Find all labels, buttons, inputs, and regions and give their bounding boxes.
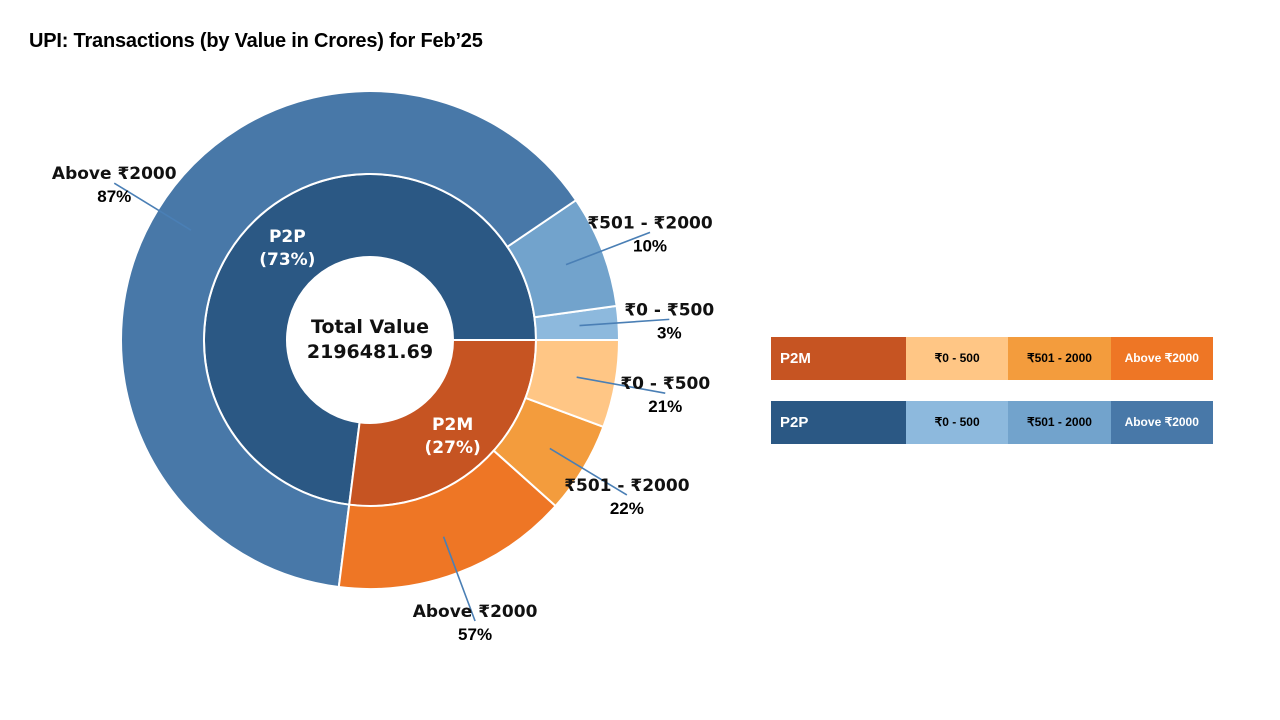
outer-p2p-2-pct: 87% <box>97 187 131 206</box>
inner-label-p2p: P2P <box>269 227 306 247</box>
outer-p2p-0-label: ₹0 - ₹500 <box>624 300 714 320</box>
outer-p2m-3-leader <box>442 536 476 622</box>
center-hole <box>287 257 453 423</box>
outer-p2m-4-label: ₹501 - ₹2000 <box>564 476 690 496</box>
outer-p2m-3-label: Above ₹2000 <box>413 602 538 622</box>
outer-p2m-5-label: ₹0 - ₹500 <box>620 374 710 394</box>
outer-p2m-3-pct: 57% <box>458 625 492 644</box>
legend-p2m-0-500: ₹0 - 500 <box>906 337 1009 380</box>
outer-p2m-5-pct: 21% <box>648 397 682 416</box>
inner-pct-p2p: (73%) <box>259 250 315 270</box>
legend-row-p2p: P2P ₹0 - 500 ₹501 - 2000 Above ₹2000 <box>771 401 1213 444</box>
outer-p2m-4-leader <box>549 447 628 496</box>
outer-p2m-5-leader <box>576 376 666 394</box>
legend-p2p-0-500: ₹0 - 500 <box>906 401 1009 444</box>
outer-p2p-1-leader <box>565 231 651 266</box>
center-label: Total Value <box>311 316 429 338</box>
inner-label-p2m: P2M <box>432 415 473 435</box>
legend-p2p-above-2000: Above ₹2000 <box>1110 401 1213 444</box>
inner-pct-p2m: (27%) <box>425 438 481 458</box>
outer-p2m-4-pct: 22% <box>610 499 644 518</box>
chart-title: UPI: Transactions (by Value in Crores) f… <box>29 30 483 52</box>
outer-p2p-1-pct: 10% <box>633 236 667 255</box>
outer-p2p-1-label: ₹501 - ₹2000 <box>587 213 713 233</box>
outer-p2p-2-label: Above ₹2000 <box>52 164 177 184</box>
legend-p2p-label: P2P <box>771 401 906 444</box>
legend-p2m-above-2000: Above ₹2000 <box>1110 337 1213 380</box>
center-value: 2196481.69 <box>307 341 433 363</box>
outer-p2p-2-leader <box>113 182 192 231</box>
legend-p2p-501-2000: ₹501 - 2000 <box>1008 401 1111 444</box>
legend-p2m-label: P2M <box>771 337 906 380</box>
outer-p2p-0-leader <box>579 318 670 327</box>
legend-p2m-501-2000: ₹501 - 2000 <box>1008 337 1111 380</box>
outer-p2p-0-pct: 3% <box>657 323 682 342</box>
legend-row-p2m: P2M ₹0 - 500 ₹501 - 2000 Above ₹2000 <box>771 337 1213 380</box>
outer-slice-p2m-5 <box>524 339 621 429</box>
outer-slice-p2p-2 <box>120 90 578 589</box>
